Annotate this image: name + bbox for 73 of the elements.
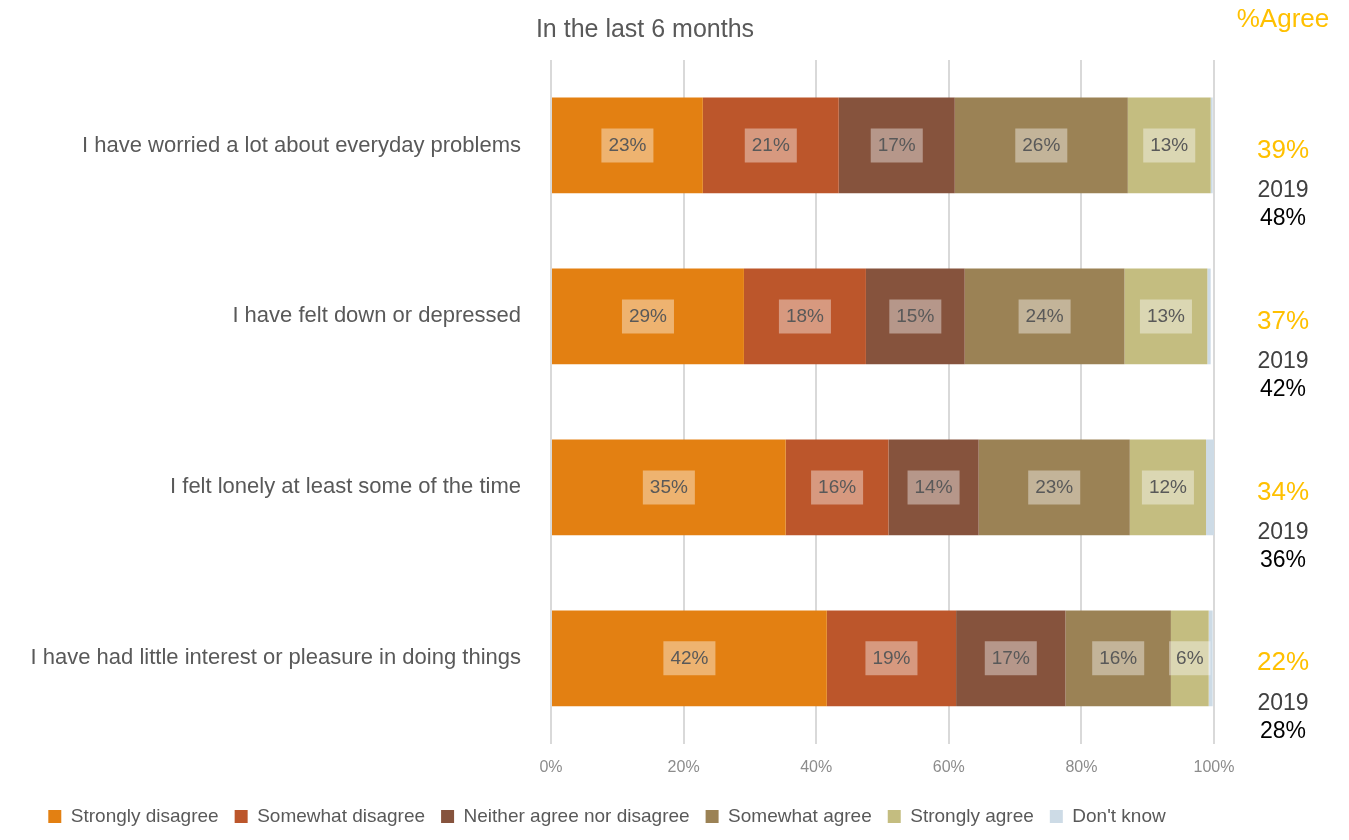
text: 36% [1259,545,1307,572]
bar [888,439,979,536]
bar [1206,439,1214,536]
bar [1208,610,1213,707]
data-label: 23% [608,133,647,155]
data-label: 17% [991,646,1030,668]
text: 28% [1259,716,1307,743]
data-label: 16% [1099,646,1138,668]
x-tick-label: 60% [932,757,965,775]
bar [1207,268,1211,365]
data-label: 19% [872,646,911,668]
data-label: 13% [1146,304,1186,326]
text: 42% [1259,374,1307,401]
text: 2019 [1257,175,1309,202]
data-label: 21% [751,133,790,155]
x-tick-label: 40% [800,757,833,775]
text: 2019 [1257,346,1309,373]
bar [1170,610,1209,707]
data-label: 13% [1150,133,1189,155]
x-tick-label: 20% [667,757,700,775]
legend-label: Neither agree nor disagree [463,804,690,826]
text: 34% [1256,475,1310,506]
data-label: 29% [628,304,668,326]
chart-title: In the last 6 months [534,14,756,43]
data-label: 15% [896,304,935,326]
text: 2019 [1257,517,1309,544]
bar [552,610,827,707]
bar [964,268,1125,365]
data-label: 23% [1035,475,1074,497]
text: %Agree [1236,3,1330,34]
data-label: 12% [1148,475,1188,497]
bar [1129,439,1207,536]
data-label: 42% [670,646,709,668]
data-label: 6% [1176,646,1204,668]
y-tick-label: I felt lonely at least some of the time [170,473,521,499]
bar [552,97,703,194]
bar [978,439,1130,536]
bar [826,610,957,707]
bar [838,97,955,194]
data-label: 14% [914,475,953,497]
data-label: 18% [785,304,825,326]
bar [1124,268,1208,365]
y-tick-label: I have worried a lot about everyday problems [81,131,521,157]
legend-label: Somewhat disagree [257,804,426,826]
bar [743,268,866,365]
legend-label: Strongly disagree [70,804,219,826]
data-label: 26% [1022,133,1061,155]
x-tick-label: 80% [1065,757,1098,775]
text: 48% [1259,203,1307,230]
bar [552,268,744,365]
y-tick-label: I have felt down or depressed [232,302,521,328]
bar [954,97,1128,194]
x-tick-label: 100% [1193,757,1235,775]
data-label: 17% [877,133,916,155]
bar [1127,97,1211,194]
bar [1065,610,1171,707]
text: 2019 [1257,688,1309,715]
text: 22% [1256,646,1310,677]
text: 37% [1256,304,1310,335]
legend-label: Strongly agree [910,804,1034,826]
data-label: 24% [1025,304,1064,326]
text: 39% [1256,133,1310,164]
x-tick-label: 0% [539,757,563,775]
data-label: 35% [649,475,688,497]
legend-label: Somewhat agree [728,804,872,826]
data-label: 16% [818,475,857,497]
bar [702,97,839,194]
bar [956,610,1066,707]
legend-label: Don't know [1072,804,1166,826]
bar [785,439,889,536]
y-tick-label: I have had little interest or pleasure in doing things [30,644,521,670]
bar [865,268,965,365]
bar [552,439,786,536]
